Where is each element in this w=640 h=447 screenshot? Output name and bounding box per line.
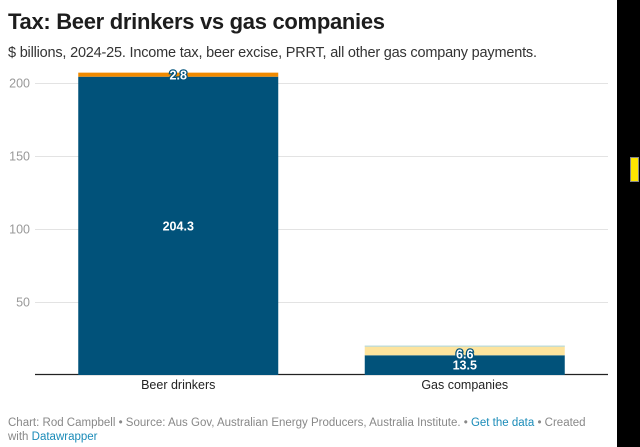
bar-segment — [364, 355, 565, 375]
y-tick-label: 100 — [9, 223, 30, 237]
bar-segment — [78, 72, 279, 77]
footer-credit: Chart: Rod Campbell • Source: Aus Gov, A… — [8, 417, 471, 429]
x-category-label: Gas companies — [421, 378, 508, 392]
y-tick-label: 50 — [16, 296, 30, 310]
chart-footer: Chart: Rod Campbell • Source: Aus Gov, A… — [8, 416, 608, 444]
get-the-data-link[interactable]: Get the data — [470, 417, 535, 429]
data-label: 2.8 — [170, 69, 187, 83]
data-label: 13.5 — [453, 359, 477, 373]
x-category-label: Beer drinkers — [141, 378, 215, 392]
bar-segment — [364, 345, 565, 356]
bar-segment — [78, 76, 279, 376]
y-tick-label: 200 — [9, 77, 30, 91]
chart-subtitle: $ billions, 2024-25. Income tax, beer ex… — [8, 45, 537, 61]
side-panel — [617, 0, 640, 447]
side-tab-handle[interactable] — [630, 157, 639, 182]
data-label: 6.6 — [456, 347, 473, 361]
footer-separator: • Created with — [8, 417, 586, 443]
y-tick-label: 150 — [9, 150, 30, 164]
datawrapper-link[interactable]: Datawrapper — [31, 431, 98, 443]
data-label: 204.3 — [163, 219, 194, 233]
bar-chart: 50 100 150 200 204.3 2.8 13.56.6 Beer drinker… — [9, 67, 608, 392]
chart-title: Tax: Beer drinkers vs gas companies — [8, 9, 385, 34]
